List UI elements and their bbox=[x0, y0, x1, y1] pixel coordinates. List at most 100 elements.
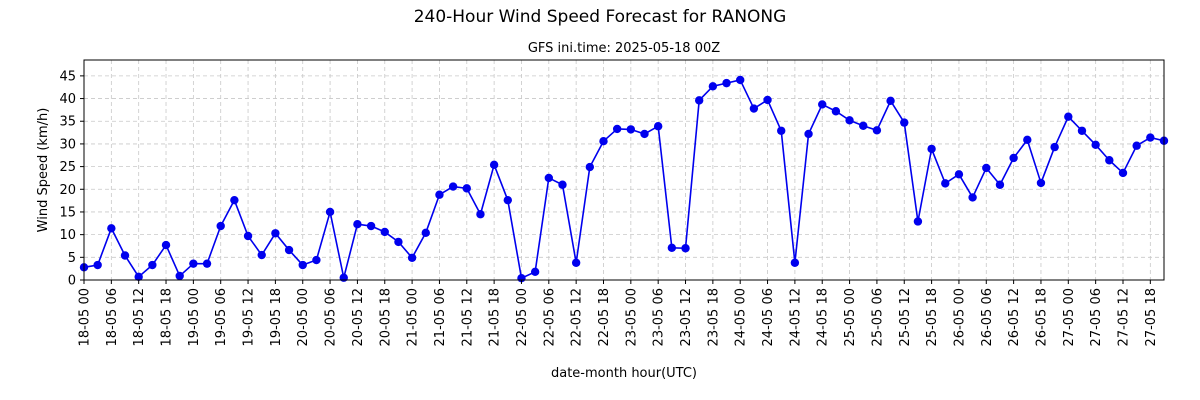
data-point bbox=[818, 100, 827, 109]
data-point bbox=[230, 195, 239, 205]
x-tick-label: 22-05 00 bbox=[515, 288, 530, 346]
x-tick-label: 18-05 12 bbox=[132, 288, 147, 346]
x-tick-label: 18-05 00 bbox=[78, 288, 93, 346]
x-tick-label: 27-05 12 bbox=[1116, 288, 1131, 346]
data-point bbox=[1118, 168, 1128, 178]
data-point bbox=[667, 243, 677, 252]
data-point bbox=[107, 224, 116, 233]
x-tick-label: 26-05 06 bbox=[980, 288, 995, 346]
data-point bbox=[148, 260, 157, 270]
data-point bbox=[421, 228, 430, 238]
data-point bbox=[298, 260, 307, 270]
y-tick-label: 25 bbox=[59, 160, 76, 175]
data-point bbox=[1064, 112, 1073, 121]
data-point bbox=[1091, 140, 1100, 150]
x-tick-label: 22-05 12 bbox=[570, 288, 585, 346]
data-point bbox=[804, 129, 813, 139]
data-point bbox=[694, 96, 704, 105]
data-point bbox=[366, 221, 376, 231]
data-point bbox=[325, 207, 335, 217]
data-point bbox=[175, 271, 184, 281]
data-point bbox=[859, 121, 868, 130]
data-point bbox=[736, 75, 745, 85]
y-tick-label: 40 bbox=[59, 92, 76, 107]
data-point bbox=[790, 258, 800, 267]
x-tick-label: 26-05 00 bbox=[952, 288, 967, 346]
x-tick-label: 22-05 18 bbox=[597, 288, 612, 346]
chart-subtitle: GFS ini.time: 2025-05-18 00Z bbox=[528, 41, 720, 56]
y-tick-label: 10 bbox=[59, 228, 76, 243]
data-point bbox=[941, 179, 950, 188]
data-point bbox=[544, 173, 554, 183]
y-tick-label: 45 bbox=[59, 69, 76, 84]
data-point bbox=[503, 195, 512, 205]
x-tick-label: 24-05 06 bbox=[761, 288, 776, 346]
data-point bbox=[1009, 153, 1018, 163]
data-point bbox=[653, 122, 663, 131]
data-point bbox=[189, 259, 198, 268]
plot-frame bbox=[83, 59, 1165, 281]
x-tick-label: 25-05 00 bbox=[843, 288, 858, 346]
x-tick-label: 18-05 06 bbox=[105, 288, 120, 346]
data-point bbox=[872, 126, 882, 135]
x-tick-label: 24-05 00 bbox=[734, 288, 749, 346]
data-point bbox=[681, 244, 690, 253]
data-point bbox=[1036, 178, 1046, 188]
x-tick-label: 27-05 00 bbox=[1062, 288, 1077, 346]
data-point bbox=[435, 190, 444, 199]
data-point bbox=[968, 193, 977, 202]
x-tick-label: 20-05 06 bbox=[324, 288, 339, 346]
y-tick-label: 20 bbox=[59, 183, 76, 198]
data-point bbox=[1050, 142, 1059, 152]
series-line bbox=[83, 79, 1165, 279]
x-tick-label: 25-05 18 bbox=[925, 288, 940, 346]
data-point bbox=[763, 95, 772, 105]
data-points bbox=[79, 75, 1169, 283]
x-tick-label: 23-05 06 bbox=[652, 288, 667, 346]
data-point bbox=[243, 231, 253, 241]
data-point bbox=[339, 273, 348, 282]
data-point bbox=[913, 217, 923, 226]
data-point bbox=[749, 104, 759, 113]
x-tick-label: 24-05 18 bbox=[816, 288, 831, 346]
data-point bbox=[599, 136, 608, 146]
data-point bbox=[257, 250, 266, 260]
data-point bbox=[1077, 126, 1087, 135]
data-point bbox=[93, 260, 102, 270]
x-tick-label: 27-05 06 bbox=[1089, 288, 1104, 346]
grid bbox=[83, 60, 1164, 281]
y-tick-label: 0 bbox=[68, 274, 76, 289]
data-point bbox=[708, 82, 718, 91]
data-point bbox=[982, 163, 991, 173]
x-tick-label: 19-05 06 bbox=[214, 288, 229, 346]
x-tick-label: 25-05 12 bbox=[898, 288, 913, 346]
data-point bbox=[202, 259, 212, 268]
y-tick-label: 35 bbox=[59, 115, 76, 130]
data-point bbox=[161, 240, 171, 250]
data-point bbox=[1105, 156, 1114, 165]
x-tick-label: 26-05 18 bbox=[1034, 288, 1049, 346]
x-tick-label: 19-05 18 bbox=[269, 288, 284, 346]
x-tick-label: 23-05 00 bbox=[624, 288, 639, 346]
data-point bbox=[1023, 135, 1032, 145]
data-point bbox=[530, 267, 540, 277]
x-tick-label: 20-05 00 bbox=[296, 288, 311, 346]
data-point bbox=[1146, 133, 1155, 142]
data-point bbox=[831, 107, 841, 116]
data-point bbox=[134, 272, 143, 282]
x-tick-label: 23-05 12 bbox=[679, 288, 694, 346]
x-tick-label: 19-05 12 bbox=[242, 288, 257, 346]
data-point bbox=[640, 129, 649, 139]
x-tick-label: 27-05 18 bbox=[1144, 288, 1159, 346]
data-point bbox=[1132, 141, 1141, 150]
series-line-layer bbox=[83, 79, 1165, 279]
x-tick-label: 22-05 06 bbox=[542, 288, 557, 346]
data-point bbox=[900, 118, 909, 127]
x-tick-label: 19-05 00 bbox=[187, 288, 202, 346]
x-tick-label: 21-05 12 bbox=[460, 288, 475, 346]
data-point bbox=[612, 124, 622, 134]
x-tick-label: 23-05 18 bbox=[706, 288, 721, 346]
y-axis-label: Wind Speed (km/h) bbox=[36, 108, 51, 233]
x-tick-label: 24-05 12 bbox=[788, 288, 803, 346]
